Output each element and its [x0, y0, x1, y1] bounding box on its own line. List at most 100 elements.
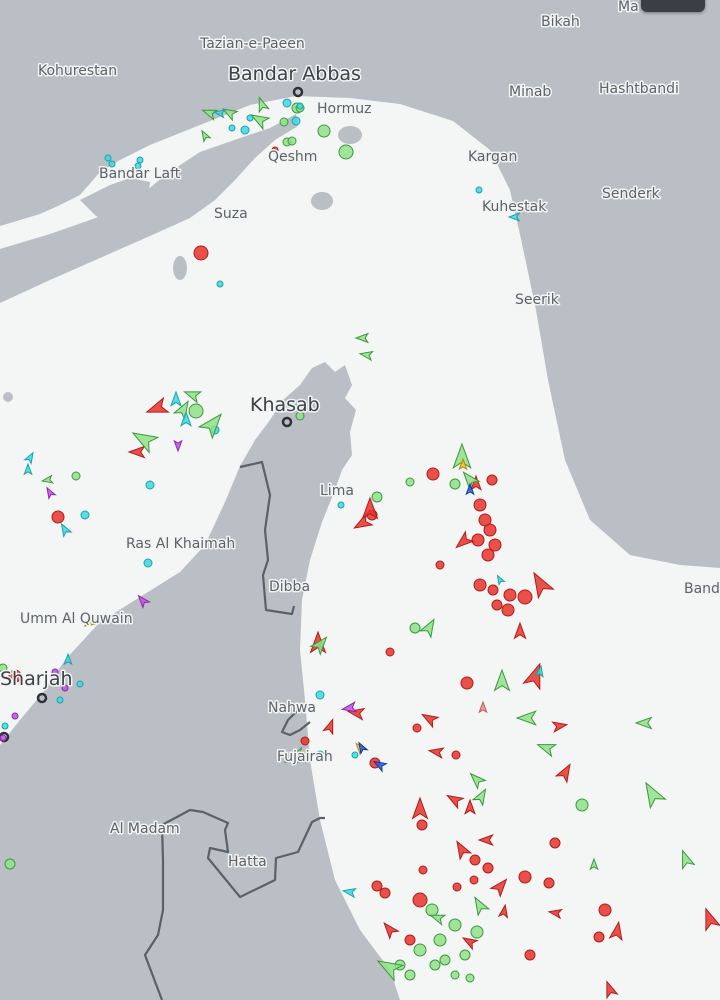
vessel-marker-cargo-stationary[interactable]	[465, 973, 475, 983]
vessel-marker-tanker-stationary[interactable]	[483, 523, 497, 537]
vessel-marker-tug_special-underway[interactable]	[212, 108, 227, 119]
vessel-marker-cargo-stationary[interactable]	[575, 798, 589, 812]
vessel-marker-tanker-stationary[interactable]	[418, 865, 428, 875]
vessel-marker-cargo-stationary[interactable]	[470, 925, 484, 939]
vessel-marker-cargo-underway[interactable]	[374, 953, 405, 982]
vessel-marker-tanker-underway[interactable]	[127, 445, 146, 459]
vessel-marker-tanker-stationary[interactable]	[473, 578, 487, 592]
vessel-marker-passenger-underway[interactable]	[372, 758, 388, 773]
vessel-marker-tanker-underway[interactable]	[452, 530, 475, 552]
vessel-marker-tanker-stationary[interactable]	[300, 736, 310, 746]
vessel-marker-tanker-underway[interactable]	[464, 798, 476, 815]
map-control-button[interactable]	[641, 0, 705, 12]
vessel-marker-tug_special-stationary[interactable]	[104, 154, 112, 162]
vessel-marker-tanker-underway[interactable]	[489, 875, 511, 898]
vessel-marker-cargo-underway[interactable]	[255, 96, 270, 114]
vessel-marker-tug_special-stationary[interactable]	[143, 558, 153, 568]
vessel-marker-cargo-stationary[interactable]	[317, 124, 331, 138]
vessel-marker-cargo-stationary[interactable]	[4, 858, 16, 870]
vessel-marker-tanker-stationary[interactable]	[435, 560, 445, 570]
vessel-marker-tug_special-stationary[interactable]	[108, 160, 116, 168]
vessel-marker-tanker-stationary[interactable]	[517, 589, 533, 605]
vessel-marker-tanker-stationary[interactable]	[193, 245, 209, 261]
vessel-marker-high_speed-underway[interactable]	[83, 616, 98, 630]
vessel-marker-tanker-underway[interactable]	[461, 934, 479, 951]
vessel-marker-pleasure-stationary[interactable]	[0, 734, 7, 742]
vessel-marker-tanker-stationary[interactable]	[486, 474, 498, 486]
vessel-marker-cargo-underway[interactable]	[677, 848, 696, 871]
vessel-marker-tanker-stationary[interactable]	[598, 903, 612, 917]
vessel-marker-tanker-stationary[interactable]	[482, 862, 494, 874]
vessel-marker-pleasure-underway[interactable]	[135, 593, 152, 610]
vessel-marker-cargo-underway[interactable]	[129, 425, 160, 454]
vessel-marker-cargo-underway[interactable]	[459, 468, 481, 491]
vessel-marker-tanker-underway[interactable]	[522, 661, 547, 691]
vessel-marker-cargo-underway[interactable]	[221, 105, 239, 122]
vessel-marker-tanker-stationary[interactable]	[412, 892, 428, 908]
vessel-marker-cargo-stationary[interactable]	[279, 117, 289, 127]
vessel-marker-cargo-stationary[interactable]	[188, 403, 204, 419]
vessel-marker-tanker-underway[interactable]	[513, 621, 527, 640]
vessel-marker-tanker-stationary[interactable]	[371, 880, 383, 892]
vessel-marker-tanker-stationary[interactable]	[503, 588, 517, 602]
vessel-marker-tanker-stationary[interactable]	[412, 723, 422, 733]
vessel-marker-cargo-underway[interactable]	[199, 129, 212, 144]
vessel-marker-cargo-stationary[interactable]	[371, 491, 383, 503]
vessel-marker-tug_special-stationary[interactable]	[216, 280, 224, 288]
vessel-marker-cargo-underway[interactable]	[493, 668, 511, 692]
vessel-marker-tanker-stationary[interactable]	[473, 498, 487, 512]
vessel-marker-cargo-underway[interactable]	[429, 911, 447, 926]
vessel-marker-cargo-stationary[interactable]	[448, 918, 462, 932]
vessel-marker-tanker-stationary[interactable]	[488, 538, 502, 552]
vessel-marker-tanker-stationary[interactable]	[379, 887, 391, 899]
vessel-marker-tanker-stationary[interactable]	[549, 837, 561, 849]
vessel-marker-cargo-stationary[interactable]	[405, 477, 415, 487]
vessel-marker-tug_special-stationary[interactable]	[145, 480, 155, 490]
vessel-marker-tanker-underway[interactable]	[322, 718, 337, 736]
vessel-marker-tanker-stationary[interactable]	[404, 934, 416, 946]
vessel-marker-cargo-underway[interactable]	[535, 739, 558, 758]
vessel-marker-tug_special-underway[interactable]	[58, 522, 73, 538]
vessel-marker-tug_special-underway[interactable]	[23, 462, 33, 476]
vessel-marker-tug_special-stationary[interactable]	[351, 751, 359, 759]
vessel-marker-cargo-underway[interactable]	[183, 387, 203, 404]
vessel-marker-tug_special-stationary[interactable]	[296, 102, 304, 110]
vessel-marker-tanker-stationary[interactable]	[524, 949, 536, 961]
vessel-marker-tanker-stationary[interactable]	[518, 870, 532, 884]
vessel-marker-tug_special-stationary[interactable]	[136, 156, 144, 164]
vessel-marker-cargo-underway[interactable]	[471, 786, 490, 807]
vessel-marker-tug_special-stationary[interactable]	[315, 690, 325, 700]
vessel-marker-tug_special-underway[interactable]	[495, 574, 506, 587]
vessel-marker-tanker-underway[interactable]	[411, 796, 429, 820]
vessel-marker-pleasure-underway[interactable]	[340, 700, 358, 714]
vessel-marker-tug_special-stationary[interactable]	[315, 750, 325, 760]
vessel-marker-tanker-underway[interactable]	[699, 906, 720, 932]
vessel-marker-cargo-stationary[interactable]	[409, 622, 421, 634]
vessel-marker-cargo-stationary[interactable]	[433, 933, 447, 947]
vessel-marker-tanker-underway[interactable]	[608, 920, 625, 942]
vessel-marker-cargo-underway[interactable]	[248, 110, 271, 131]
vessel-marker-tanker-stationary[interactable]	[385, 647, 395, 657]
vessel-marker-tanker-stationary[interactable]	[501, 603, 515, 617]
vessel-marker-tanker-stationary[interactable]	[471, 533, 485, 547]
vessel-marker-tanker-underway[interactable]	[452, 838, 473, 861]
vessel-marker-cargo-stationary[interactable]	[0, 663, 8, 673]
vessel-marker-tanker-underway[interactable]	[144, 396, 170, 419]
vessel-marker-tanker-underway[interactable]	[554, 761, 575, 784]
vessel-marker-pleasure-stationary[interactable]	[11, 712, 19, 720]
vessel-marker-cargo-stationary[interactable]	[404, 969, 416, 981]
vessel-marker-tanker-underway[interactable]	[470, 474, 482, 491]
vessel-marker-tug_special-stationary[interactable]	[475, 186, 483, 194]
vessel-marker-tanker-stationary[interactable]	[426, 467, 440, 481]
vessel-marker-tanker-underway[interactable]	[380, 920, 400, 940]
vessel-marker-passenger-underway[interactable]	[465, 482, 475, 496]
vessel-marker-cargo-stationary[interactable]	[425, 903, 439, 917]
vessel-marker-cargo-underway[interactable]	[282, 746, 308, 769]
vessel-marker-tanker-stationary[interactable]	[593, 931, 605, 943]
vessel-marker-tanker-stationary[interactable]	[469, 875, 479, 885]
vessel-marker-tug_special-underway[interactable]	[170, 390, 182, 407]
vessel-marker-tanker-underway[interactable]	[361, 496, 379, 520]
vessel-marker-tanker-stationary[interactable]	[469, 854, 481, 866]
vessel-marker-cargo-underway[interactable]	[589, 857, 599, 871]
vessel-marker-cargo-underway[interactable]	[309, 633, 331, 656]
